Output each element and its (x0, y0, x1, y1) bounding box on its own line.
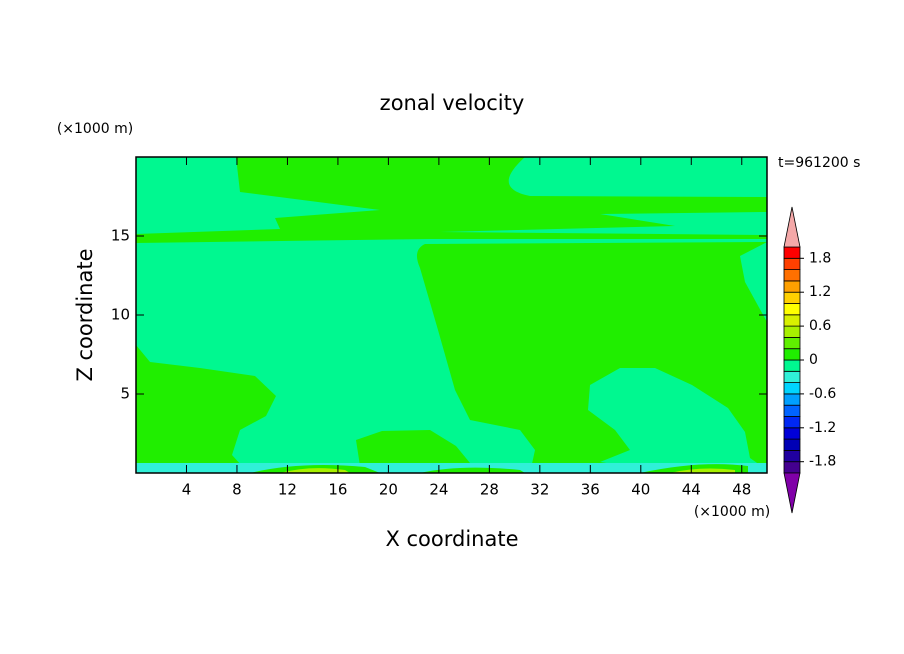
contour-region (250, 464, 748, 473)
colorbar-under (783, 472, 801, 514)
colorbar-box (783, 348, 801, 361)
colorbar-tick-label: -0.6 (809, 386, 836, 402)
colorbar-box (783, 461, 801, 474)
colorbar-box (783, 416, 801, 429)
contour-region (136, 463, 767, 473)
colorbar-box (783, 359, 801, 372)
chart-title: zonal velocity (380, 91, 525, 115)
colorbar-box (783, 269, 801, 282)
x-tick-label: 4 (182, 481, 192, 499)
colorbar-box (783, 404, 801, 417)
y-tick-label: 15 (111, 227, 130, 245)
contour-region (356, 430, 470, 466)
colorbar-over (783, 206, 801, 248)
x-tick-label: 48 (732, 481, 751, 499)
contour-region (136, 345, 276, 466)
colorbar-box (783, 280, 801, 293)
colorbar-box (783, 370, 801, 383)
x-tick-label: 40 (631, 481, 650, 499)
colorbar-tick-label: 1.8 (809, 250, 831, 266)
contour-region (588, 368, 767, 470)
colorbar-box (783, 336, 801, 350)
x-unit: (×1000 m) (694, 504, 770, 520)
colorbar-box (783, 291, 801, 304)
colorbar-box (783, 325, 801, 338)
colorbar-box (783, 427, 801, 440)
x-axis-label: X coordinate (385, 527, 518, 551)
time-label: t=961200 s (778, 155, 860, 171)
colorbar-tick-label: 1.2 (809, 284, 831, 300)
y-tick-label: 5 (120, 385, 130, 403)
y-tick-label: 10 (111, 306, 130, 324)
colorbar-box (783, 382, 801, 395)
colorbar-tick-label: 0.6 (809, 318, 831, 334)
colorbar-box (783, 314, 801, 327)
y-axis-label: Z coordinate (73, 248, 97, 381)
x-tick-label: 24 (429, 481, 448, 499)
colorbar-box (783, 303, 801, 316)
colorbar-box (783, 438, 801, 451)
x-tick-label: 28 (480, 481, 499, 499)
colorbar-box (783, 257, 801, 270)
x-tick-label: 32 (530, 481, 549, 499)
x-tick-label: 12 (278, 481, 297, 499)
colorbar-box (783, 393, 801, 406)
x-tick-label: 36 (581, 481, 600, 499)
contour-region (136, 157, 767, 243)
x-tick-label: 8 (232, 481, 242, 499)
colorbar-box (783, 246, 801, 259)
x-tick-label: 20 (379, 481, 398, 499)
contour-field (136, 157, 767, 473)
colorbar-tick-label: -1.8 (809, 454, 836, 470)
colorbar-tick-label: -1.2 (809, 420, 836, 436)
x-tick-label: 44 (682, 481, 701, 499)
x-tick-label: 16 (328, 481, 347, 499)
colorbar-box (783, 449, 801, 463)
y-unit: (×1000 m) (57, 121, 133, 137)
colorbar-tick-label: 0 (809, 352, 818, 368)
